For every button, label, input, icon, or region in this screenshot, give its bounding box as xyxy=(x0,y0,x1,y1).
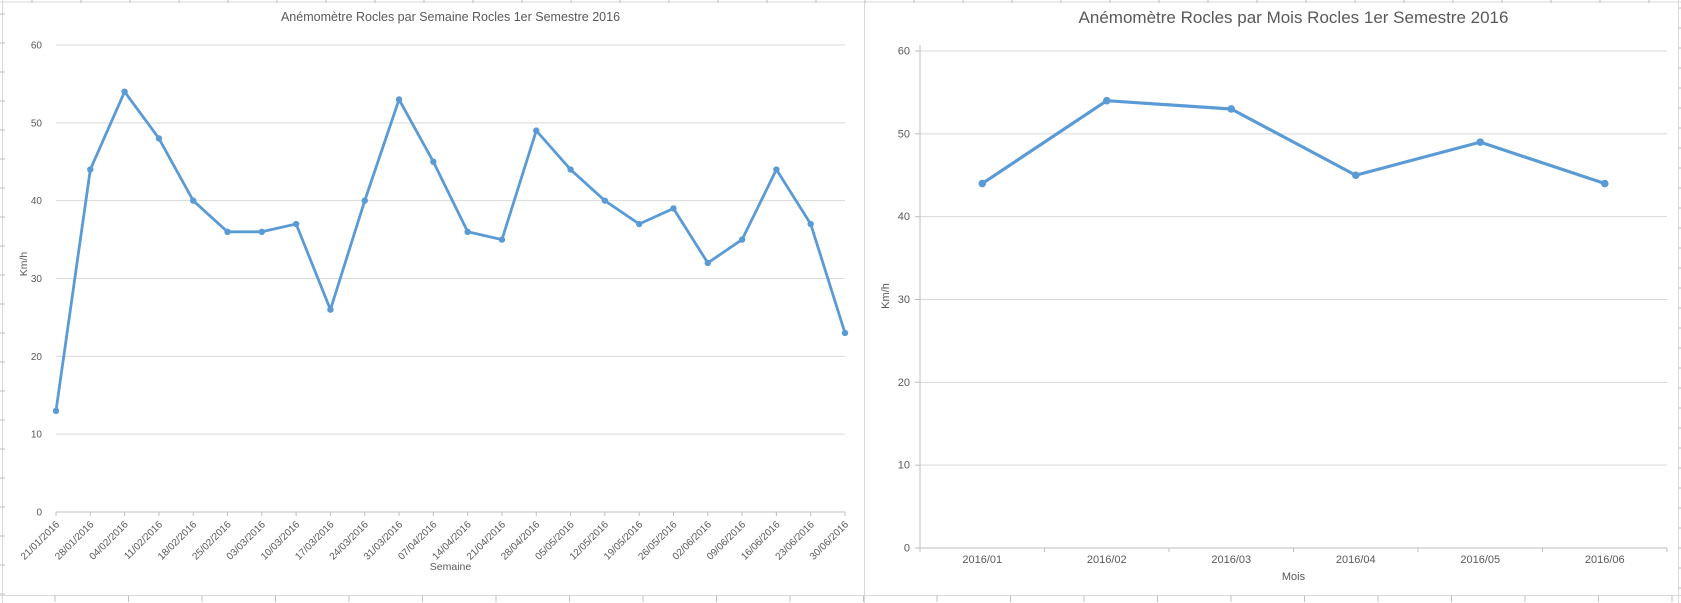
x-axis-tick-label: 2016/01 xyxy=(962,554,1002,566)
data-point xyxy=(258,228,266,235)
y-axis-tick-label: 60 xyxy=(31,41,43,52)
data-point xyxy=(464,228,471,235)
y-axis-tick-label: 0 xyxy=(36,508,42,519)
data-point xyxy=(533,127,540,134)
data-point xyxy=(738,236,746,243)
data-point xyxy=(670,205,677,212)
data-point xyxy=(635,220,643,228)
monthly-chart-panel: Anémomètre Rocles par Mois Rocles 1er Se… xyxy=(864,0,1681,603)
x-axis-tick-label: 2016/03 xyxy=(1211,554,1251,566)
data-point xyxy=(807,220,814,228)
y-axis-tick-label: 30 xyxy=(31,274,43,285)
x-axis-title: Semaine xyxy=(429,561,472,573)
y-axis-tick-label: 30 xyxy=(898,294,910,306)
data-point xyxy=(978,179,987,188)
x-axis-tick-label: 2016/02 xyxy=(1087,554,1127,566)
data-point xyxy=(601,197,609,204)
data-point xyxy=(704,259,711,267)
y-axis-tick-label: 50 xyxy=(31,118,43,129)
data-point xyxy=(1102,96,1111,105)
data-series-line xyxy=(980,99,1607,186)
data-point xyxy=(87,166,94,173)
weekly-chart-panel: Anémomètre Rocles par Semaine Rocles 1er… xyxy=(18,10,852,573)
data-point xyxy=(567,166,574,173)
y-axis-tick-label: 50 xyxy=(898,128,910,140)
x-axis-tick-label: 2016/05 xyxy=(1460,554,1500,566)
chart-title: Anémomètre Rocles par Mois Rocles 1er Se… xyxy=(1078,8,1509,27)
y-axis-tick-label: 20 xyxy=(898,377,910,389)
data-point xyxy=(121,88,128,95)
x-axis-title: Mois xyxy=(1281,571,1306,583)
data-point xyxy=(1227,105,1236,113)
data-point xyxy=(155,135,163,142)
data-point xyxy=(1476,138,1485,146)
data-point xyxy=(841,329,849,337)
y-axis-tick-label: 40 xyxy=(898,211,910,223)
data-point xyxy=(224,228,231,235)
data-series-line xyxy=(54,90,847,413)
data-point xyxy=(52,407,60,415)
data-point xyxy=(361,197,368,204)
y-axis-tick-label: 20 xyxy=(31,352,43,363)
data-point xyxy=(395,96,403,103)
data-point xyxy=(1351,171,1360,180)
y-axis-tick-label: 40 xyxy=(31,196,43,207)
x-axis-tick-label: 2016/04 xyxy=(1336,554,1376,566)
data-point xyxy=(292,220,300,228)
data-point xyxy=(430,158,437,165)
data-point xyxy=(498,236,506,243)
y-axis-tick-label: 0 xyxy=(904,543,910,555)
x-axis-tick-label: 2016/06 xyxy=(1585,554,1625,566)
y-axis-tick-label: 10 xyxy=(31,430,43,441)
plot-area: 0 10 20 30 40 50 60 2016/01 2016/02 2016/03 2016/0… xyxy=(898,45,1668,566)
y-axis-tick-label: 10 xyxy=(898,460,910,472)
chart-title: Anémomètre Rocles par Semaine Rocles 1er… xyxy=(280,10,621,24)
data-point xyxy=(1600,179,1609,188)
plot-area: 010203040506021/01/201628/01/201604/02/2… xyxy=(19,41,851,563)
data-point xyxy=(773,166,780,173)
y-axis-tick-label: 60 xyxy=(898,46,910,58)
data-point xyxy=(190,197,197,204)
data-point xyxy=(327,306,334,313)
